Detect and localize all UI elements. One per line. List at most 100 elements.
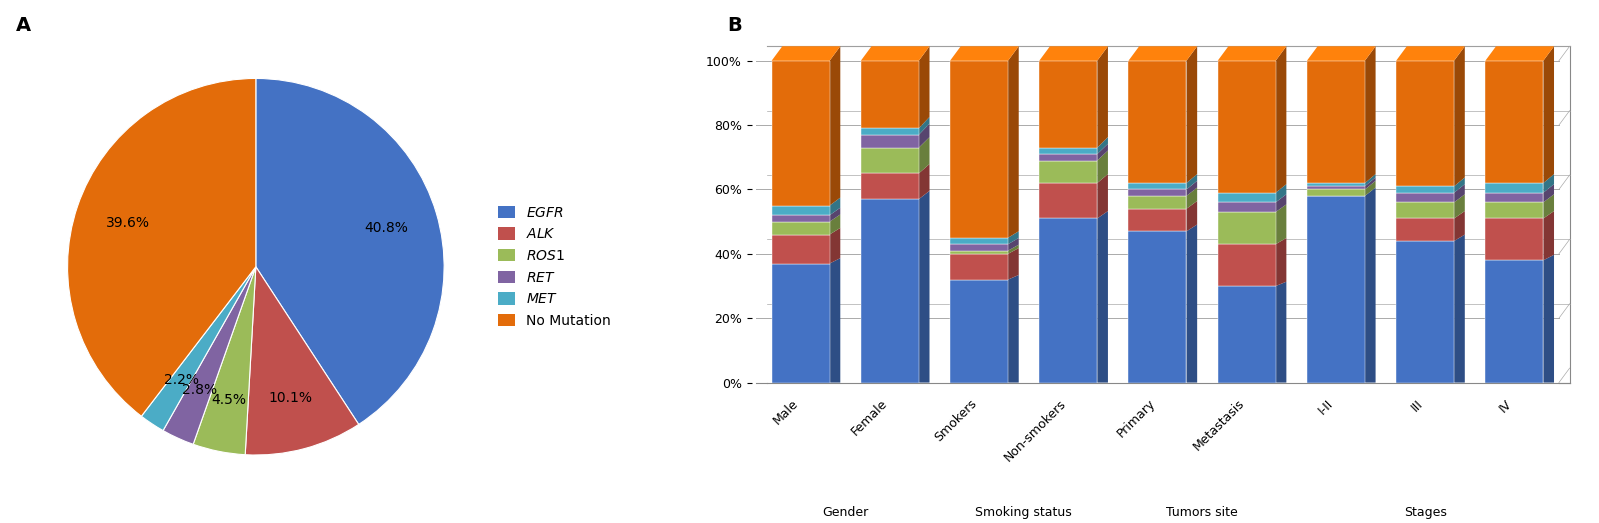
- Bar: [950, 244, 1007, 251]
- Polygon shape: [1543, 46, 1554, 183]
- Polygon shape: [919, 123, 929, 147]
- Bar: [1039, 161, 1097, 183]
- Bar: [772, 206, 830, 215]
- Polygon shape: [1543, 194, 1554, 219]
- Polygon shape: [1453, 177, 1465, 192]
- Polygon shape: [1007, 46, 1019, 238]
- Text: Stages: Stages: [1404, 506, 1447, 519]
- Polygon shape: [830, 258, 841, 383]
- Polygon shape: [1218, 46, 1286, 61]
- Polygon shape: [1007, 245, 1019, 254]
- Bar: [1218, 286, 1276, 383]
- Bar: [860, 128, 919, 135]
- Text: Tumors site: Tumors site: [1166, 506, 1238, 519]
- Polygon shape: [860, 46, 929, 61]
- Polygon shape: [1186, 46, 1198, 183]
- Legend: $\it{EGFR}$, $\it{ALK}$, $\it{ROS1}$, $\it{RET}$, $\it{MET}$, No Mutation: $\it{EGFR}$, $\it{ALK}$, $\it{ROS1}$, $\…: [499, 206, 611, 328]
- Polygon shape: [1543, 211, 1554, 260]
- Polygon shape: [1186, 224, 1198, 383]
- Polygon shape: [1276, 282, 1286, 383]
- Bar: [1129, 189, 1186, 196]
- Text: 40.8%: 40.8%: [365, 221, 408, 235]
- Polygon shape: [1543, 174, 1554, 192]
- Polygon shape: [1007, 231, 1019, 244]
- Bar: [1039, 154, 1097, 161]
- Bar: [1485, 219, 1543, 260]
- Polygon shape: [1366, 181, 1375, 196]
- Bar: [1396, 192, 1453, 202]
- Polygon shape: [1485, 46, 1554, 61]
- Polygon shape: [830, 208, 841, 222]
- Polygon shape: [1453, 184, 1465, 202]
- Text: 2.2%: 2.2%: [163, 373, 198, 387]
- Bar: [1396, 61, 1453, 186]
- Bar: [1129, 61, 1186, 183]
- Polygon shape: [1543, 255, 1554, 383]
- Polygon shape: [1039, 46, 1108, 61]
- Polygon shape: [830, 46, 841, 206]
- Wedge shape: [163, 267, 256, 444]
- Polygon shape: [1129, 46, 1198, 61]
- Bar: [1396, 241, 1453, 383]
- Bar: [950, 280, 1007, 383]
- Wedge shape: [245, 267, 358, 455]
- Polygon shape: [830, 214, 841, 234]
- Polygon shape: [1453, 194, 1465, 219]
- Polygon shape: [1453, 211, 1465, 241]
- Text: 4.5%: 4.5%: [211, 393, 246, 407]
- Bar: [1485, 183, 1543, 192]
- Wedge shape: [193, 267, 256, 454]
- Text: 39.6%: 39.6%: [106, 216, 149, 230]
- Text: Smoking status: Smoking status: [975, 506, 1071, 519]
- Bar: [1039, 219, 1097, 383]
- Polygon shape: [1097, 174, 1108, 219]
- Polygon shape: [1186, 181, 1198, 196]
- Polygon shape: [1276, 194, 1286, 212]
- Polygon shape: [1007, 238, 1019, 251]
- Bar: [772, 215, 830, 222]
- Text: A: A: [16, 16, 30, 35]
- Polygon shape: [1097, 137, 1108, 154]
- Polygon shape: [919, 191, 929, 383]
- Bar: [1218, 244, 1276, 286]
- Bar: [860, 147, 919, 174]
- Bar: [860, 199, 919, 383]
- Polygon shape: [1186, 174, 1198, 189]
- Bar: [1218, 202, 1276, 212]
- Polygon shape: [830, 198, 841, 215]
- Bar: [1396, 186, 1453, 192]
- Polygon shape: [1276, 46, 1286, 192]
- Polygon shape: [1186, 188, 1198, 209]
- Polygon shape: [919, 117, 929, 135]
- Polygon shape: [1097, 151, 1108, 183]
- Bar: [1306, 196, 1366, 383]
- Bar: [1396, 202, 1453, 219]
- Polygon shape: [1276, 204, 1286, 244]
- Polygon shape: [1306, 46, 1375, 61]
- Bar: [1039, 61, 1097, 147]
- Wedge shape: [141, 267, 256, 430]
- Bar: [1129, 196, 1186, 209]
- Polygon shape: [1097, 144, 1108, 161]
- Polygon shape: [1186, 201, 1198, 231]
- Wedge shape: [67, 78, 256, 416]
- Bar: [1485, 192, 1543, 202]
- Bar: [860, 174, 919, 199]
- Polygon shape: [1366, 188, 1375, 383]
- Polygon shape: [1007, 275, 1019, 383]
- Bar: [1129, 231, 1186, 383]
- Bar: [772, 61, 830, 206]
- Polygon shape: [1366, 174, 1375, 186]
- Polygon shape: [1366, 188, 1375, 196]
- Polygon shape: [830, 228, 841, 264]
- Polygon shape: [1543, 184, 1554, 202]
- Text: 10.1%: 10.1%: [269, 391, 313, 405]
- Bar: [950, 254, 1007, 280]
- Bar: [860, 61, 919, 128]
- Polygon shape: [1097, 46, 1108, 147]
- Text: B: B: [728, 16, 742, 35]
- Polygon shape: [1007, 248, 1019, 280]
- Bar: [1218, 212, 1276, 244]
- Text: Gender: Gender: [822, 506, 868, 519]
- Bar: [1039, 147, 1097, 154]
